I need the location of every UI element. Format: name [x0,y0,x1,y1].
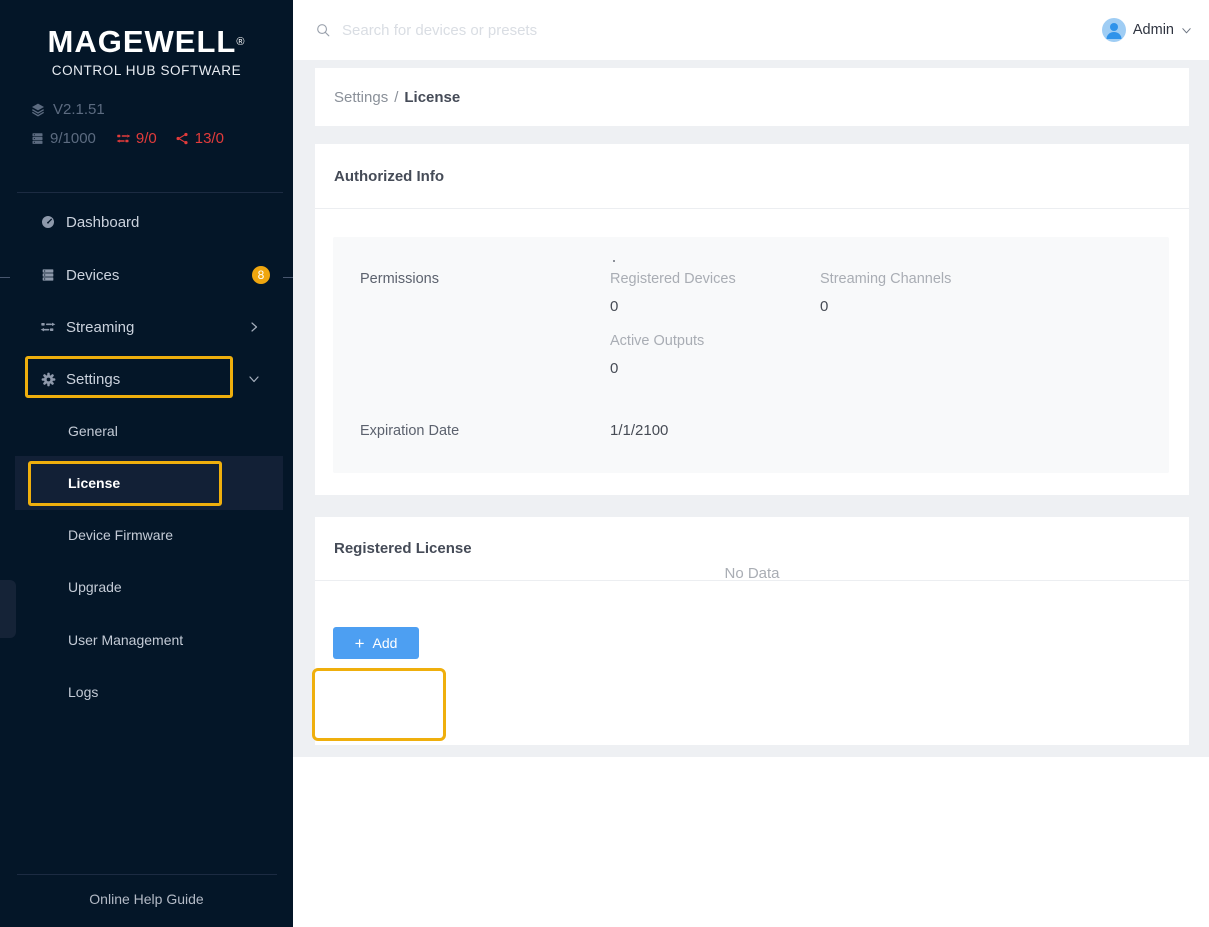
registered-license-card: Registered License No Data + Add [315,517,1189,745]
sidebar-item-streaming[interactable]: Streaming [0,307,293,347]
search-bar [315,21,1102,39]
username-label: Admin [1132,22,1174,38]
sidebar-divider [17,192,283,193]
sidebar-item-general[interactable]: General [0,411,293,451]
version-row: V2.1.51 [30,101,105,118]
stream-icon [116,131,131,146]
content-area: Settings / License Authorized Info Permi… [293,60,1209,757]
stray-dot [613,260,615,262]
sidebar-item-label: Devices [66,266,120,284]
streaming-channels-value: 0 [820,298,829,315]
sidebar-item-label: Settings [66,370,121,388]
sidebar-bottom-divider [17,874,277,875]
sidebar-item-logs[interactable]: Logs [0,672,293,712]
sidebar-item-license[interactable]: License [15,456,283,510]
sidebar-item-user-management[interactable]: User Management [0,620,293,660]
breadcrumb-current: License [404,88,461,106]
no-data-text: No Data [724,565,780,582]
card-title: Registered License [315,517,1189,581]
main-area: Admin Settings / License Authorized Info… [293,0,1209,927]
devices-count-badge: 8 [252,266,270,284]
breadcrumb-separator: / [394,88,399,106]
sidebar-item-settings[interactable]: Settings [0,359,293,399]
active-outputs-label: Active Outputs [610,333,705,349]
logo-subtitle: CONTROL HUB SOFTWARE [51,63,242,78]
sidebar-item-upgrade[interactable]: Upgrade [0,567,293,607]
gauge-icon [40,214,56,230]
avatar [1101,18,1126,42]
registered-mark: ® [236,36,246,48]
logo-block: MAGEWELL® CONTROL HUB SOFTWARE [0,24,293,79]
active-outputs-value: 0 [610,360,619,377]
chevron-right-icon [248,321,260,333]
online-help-link[interactable]: Online Help Guide [89,891,204,907]
server-icon [30,131,45,146]
topbar: Admin [293,0,1209,60]
add-button-label: Add [372,635,398,651]
chevron-down-icon [248,373,260,385]
magewell-logo: MAGEWELL® [47,24,246,59]
authorized-info-card: Authorized Info Permissions Registered D… [315,144,1189,495]
search-input[interactable] [342,21,762,39]
chevron-down-icon [1181,25,1192,36]
stream-icon [40,319,56,335]
sidebar-item-label: Dashboard [66,213,140,231]
server-icon [40,267,56,283]
breadcrumb: Settings / License [315,68,1189,126]
sidebar-collapse-handle[interactable] [0,580,16,638]
card-title: Authorized Info [315,144,1189,209]
permissions-label: Permissions [360,271,439,287]
registered-devices-label: Registered Devices [610,271,736,287]
expiration-date-value: 1/1/2100 [610,422,669,439]
search-icon [315,22,332,39]
sidebar-item-dashboard[interactable]: Dashboard [0,202,293,242]
sidebar-item-device-firmware[interactable]: Device Firmware [0,515,293,555]
devices-usage: 9/1000 [30,130,96,147]
channels-usage: 13/0 [175,130,224,147]
sub-item-label: User Management [68,632,184,648]
share-nodes-icon [175,131,190,146]
sub-item-label: Device Firmware [68,527,174,543]
streaming-usage: 9/0 [116,130,157,147]
plus-icon: + [354,633,365,653]
edge-tick-right [283,277,293,278]
streaming-channels-label: Streaming Channels [820,271,952,287]
sub-item-label: License [68,475,121,491]
version-label: V2.1.51 [53,101,105,118]
user-menu[interactable]: Admin [1101,18,1192,42]
registered-devices-value: 0 [610,298,619,315]
expiration-date-label: Expiration Date [360,423,460,439]
sidebar: MAGEWELL® CONTROL HUB SOFTWARE V2.1.51 9… [0,0,293,927]
edge-tick-left [0,277,10,278]
layers-icon [30,102,46,118]
sub-item-label: Upgrade [68,579,122,595]
stats-row: 9/1000 9/0 13/0 [30,130,236,147]
breadcrumb-parent[interactable]: Settings [334,88,389,106]
gear-icon [40,371,56,387]
sub-item-label: Logs [68,684,99,700]
add-license-button[interactable]: + Add [333,627,419,659]
sub-item-label: General [68,423,118,439]
sidebar-item-devices[interactable]: Devices 8 [0,255,293,295]
sidebar-item-label: Streaming [66,318,135,336]
authorized-info-panel: Permissions Registered Devices 0 Streami… [333,237,1169,473]
